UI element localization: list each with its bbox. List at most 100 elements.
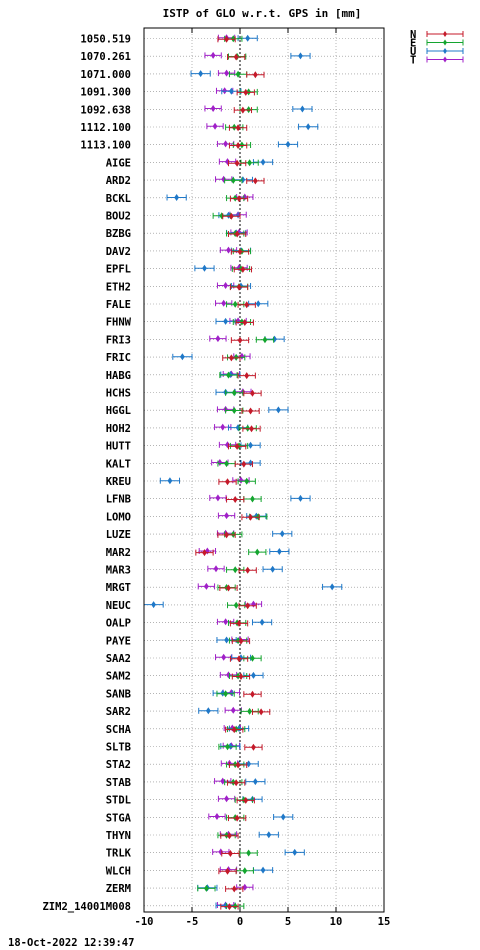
data-point bbox=[234, 159, 240, 167]
station-label: HOH2 bbox=[106, 423, 131, 435]
mark-KREU-E bbox=[237, 477, 256, 485]
data-point bbox=[248, 513, 253, 521]
data-point bbox=[226, 671, 231, 679]
data-point bbox=[227, 903, 232, 911]
data-point bbox=[305, 123, 311, 131]
data-point bbox=[202, 549, 207, 557]
mark-ZERM-N bbox=[225, 885, 244, 893]
data-point bbox=[220, 423, 226, 431]
station-label: BZBG bbox=[106, 228, 131, 240]
data-point bbox=[235, 124, 241, 132]
station-label: STAB bbox=[106, 777, 131, 789]
data-point bbox=[233, 601, 239, 609]
station-label: ARD2 bbox=[106, 175, 131, 187]
data-point bbox=[221, 299, 227, 307]
mark-MAR3-N bbox=[238, 566, 257, 574]
mark-STAB-U bbox=[245, 778, 266, 786]
mark-1070.261-N bbox=[227, 53, 246, 61]
mark-BZBG-N bbox=[227, 230, 247, 238]
data-point bbox=[228, 87, 234, 95]
station-label: LUZE bbox=[106, 529, 131, 541]
data-point bbox=[276, 406, 281, 414]
mark-OALP-U bbox=[251, 618, 273, 626]
mark-SAR2-N bbox=[251, 708, 271, 716]
data-point bbox=[238, 476, 244, 484]
station-label: BOU2 bbox=[106, 211, 131, 223]
station-label: OALP bbox=[106, 618, 131, 630]
mark-PAYE-N bbox=[231, 637, 251, 645]
mark-WLCH-N bbox=[218, 867, 237, 875]
mark-BCKL-U bbox=[166, 194, 187, 201]
mark-SLTB-U bbox=[220, 742, 241, 750]
data-point bbox=[226, 246, 231, 254]
data-point bbox=[224, 531, 229, 539]
mark-SCHA-N bbox=[225, 726, 244, 734]
data-point bbox=[223, 690, 228, 698]
mark-1091.300-U bbox=[221, 87, 242, 95]
mark-SANB-U bbox=[212, 689, 233, 697]
data-point bbox=[212, 122, 218, 130]
data-point bbox=[219, 212, 225, 220]
mark-ETH2-N bbox=[229, 283, 249, 291]
data-point bbox=[204, 884, 209, 892]
station-label: MRGT bbox=[106, 582, 131, 594]
station-label: 1071.000 bbox=[80, 69, 131, 81]
data-point bbox=[231, 726, 237, 734]
mark-MRGT-N bbox=[219, 584, 238, 592]
x-tick-label: -5 bbox=[186, 916, 199, 928]
station-label: KREU bbox=[106, 476, 131, 488]
station-label: TRLK bbox=[106, 848, 132, 860]
data-point bbox=[215, 494, 221, 502]
station-label: 1050.519 bbox=[80, 34, 131, 46]
station-label: PAYE bbox=[106, 635, 131, 647]
mark-LOMO-N bbox=[241, 513, 260, 521]
legend-marker bbox=[443, 39, 447, 46]
data-point bbox=[204, 582, 209, 590]
data-point bbox=[244, 301, 250, 309]
data-point bbox=[276, 548, 282, 555]
data-point bbox=[230, 706, 236, 714]
data-point bbox=[252, 71, 258, 79]
mark-FHNW-N bbox=[235, 319, 254, 326]
mark-1071.000-U bbox=[190, 70, 211, 78]
legend-label-N: N bbox=[410, 29, 416, 41]
station-label: 1092.638 bbox=[80, 104, 131, 116]
data-point bbox=[234, 230, 240, 238]
mark-EPFL-N bbox=[233, 265, 253, 273]
data-point bbox=[235, 761, 241, 769]
data-point bbox=[210, 105, 216, 112]
mark-TRLK-E bbox=[239, 849, 258, 857]
station-label: STDL bbox=[106, 795, 131, 807]
mark-1071.000-N bbox=[246, 71, 265, 79]
data-point bbox=[231, 407, 237, 414]
mark-SLTB-E bbox=[218, 743, 237, 751]
mark-NEUC-N bbox=[238, 602, 257, 610]
data-point bbox=[224, 69, 229, 77]
data-point bbox=[220, 777, 226, 785]
x-axis: -10 -5 0 5 10 15 bbox=[135, 28, 390, 928]
station-label: LFNB bbox=[106, 494, 131, 506]
mark-SANB-N bbox=[243, 690, 262, 698]
data-point bbox=[236, 283, 242, 291]
station-label: ZIM2_14001M008 bbox=[42, 901, 131, 913]
mark-1070.261-T bbox=[204, 51, 222, 59]
mark-1092.638-T bbox=[204, 105, 222, 112]
data-point bbox=[167, 477, 173, 485]
mark-MRGT-U bbox=[322, 583, 343, 591]
station-label: HCHS bbox=[106, 388, 131, 400]
data-point bbox=[240, 176, 246, 184]
mark-STGA-U bbox=[273, 813, 294, 821]
mark-EPFL-U bbox=[194, 264, 215, 272]
data-point bbox=[236, 619, 242, 627]
data-point bbox=[266, 831, 272, 839]
mark-MAR2-U bbox=[269, 548, 290, 555]
station-label: SANB bbox=[106, 688, 131, 700]
data-point bbox=[270, 565, 276, 573]
data-point bbox=[214, 813, 220, 820]
mark-SLTB-N bbox=[244, 743, 263, 751]
mark-ZIM2_14001M008-N bbox=[220, 903, 239, 911]
mark-AIGE-N bbox=[227, 159, 247, 167]
data-point bbox=[180, 353, 185, 361]
data-point bbox=[234, 442, 240, 450]
